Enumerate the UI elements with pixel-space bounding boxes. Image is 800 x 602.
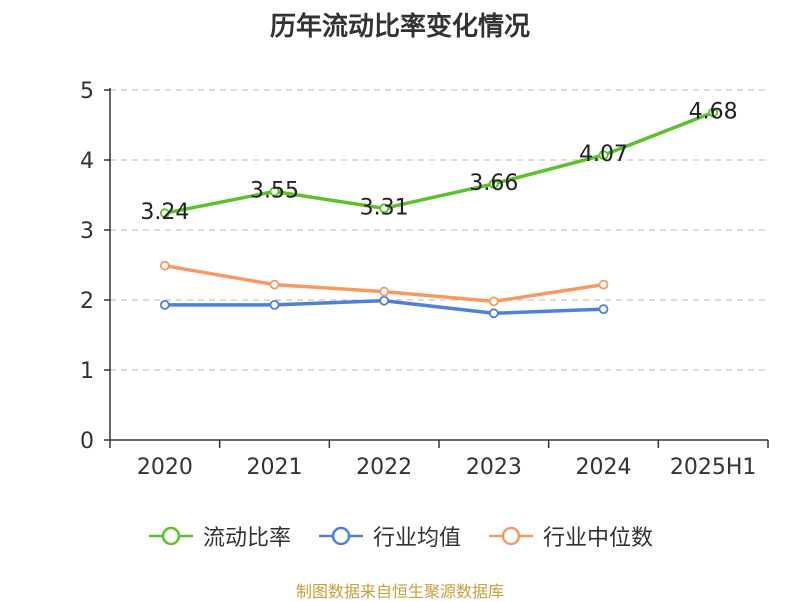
y-tick-label: 0 <box>80 429 94 454</box>
x-tick-label: 2023 <box>466 455 522 480</box>
data-point <box>598 279 609 290</box>
legend-label: 行业均值 <box>372 526 461 551</box>
data-label: 3.31 <box>360 195 409 220</box>
x-tick-label: 2021 <box>247 455 303 480</box>
legend-label: 流动比率 <box>202 526 291 551</box>
data-point <box>379 286 390 297</box>
legend-line-icon <box>489 526 533 546</box>
legend-label: 行业中位数 <box>543 526 654 551</box>
data-point <box>598 304 609 315</box>
data-point <box>488 178 499 189</box>
data-point <box>269 299 280 310</box>
data-point <box>159 260 170 271</box>
y-tick-label: 2 <box>80 289 94 314</box>
y-tick-label: 4 <box>80 149 94 174</box>
source-note: 制图数据来自恒生聚源数据库 <box>295 582 504 601</box>
data-label: 3.66 <box>469 171 518 196</box>
x-tick-label: 2024 <box>576 455 632 480</box>
data-point <box>488 308 499 319</box>
y-tick-label: 3 <box>80 219 94 244</box>
legend-line-icon <box>318 526 363 546</box>
chart-title: 历年流动比率变化情况 <box>269 12 530 42</box>
data-point <box>379 295 390 306</box>
y-tick-label: 1 <box>80 359 94 384</box>
legend: 流动比率 行业均值 行业中位数 <box>0 520 800 552</box>
data-label: 4.07 <box>579 142 628 167</box>
x-tick-label: 2022 <box>356 455 412 480</box>
x-tick-label: 2020 <box>137 455 193 480</box>
data-point <box>379 203 390 214</box>
data-label: 4.68 <box>689 99 738 124</box>
series-line <box>164 110 714 215</box>
legend-item[interactable]: 行业中位数 <box>487 520 653 552</box>
data-point <box>159 208 170 219</box>
data-point <box>269 186 280 197</box>
data-point <box>488 296 499 307</box>
x-tick-label: 2025H1 <box>670 455 757 480</box>
legend-item[interactable]: 流动比率 <box>147 520 291 552</box>
data-label: 3.24 <box>140 200 189 225</box>
data-point <box>159 299 170 310</box>
data-point <box>598 150 609 161</box>
data-point <box>708 107 719 118</box>
data-label: 3.55 <box>250 179 299 204</box>
y-tick-label: 5 <box>80 79 94 104</box>
legend-line-icon <box>148 526 193 546</box>
legend-item[interactable]: 行业均值 <box>317 520 461 552</box>
data-point <box>269 279 280 290</box>
